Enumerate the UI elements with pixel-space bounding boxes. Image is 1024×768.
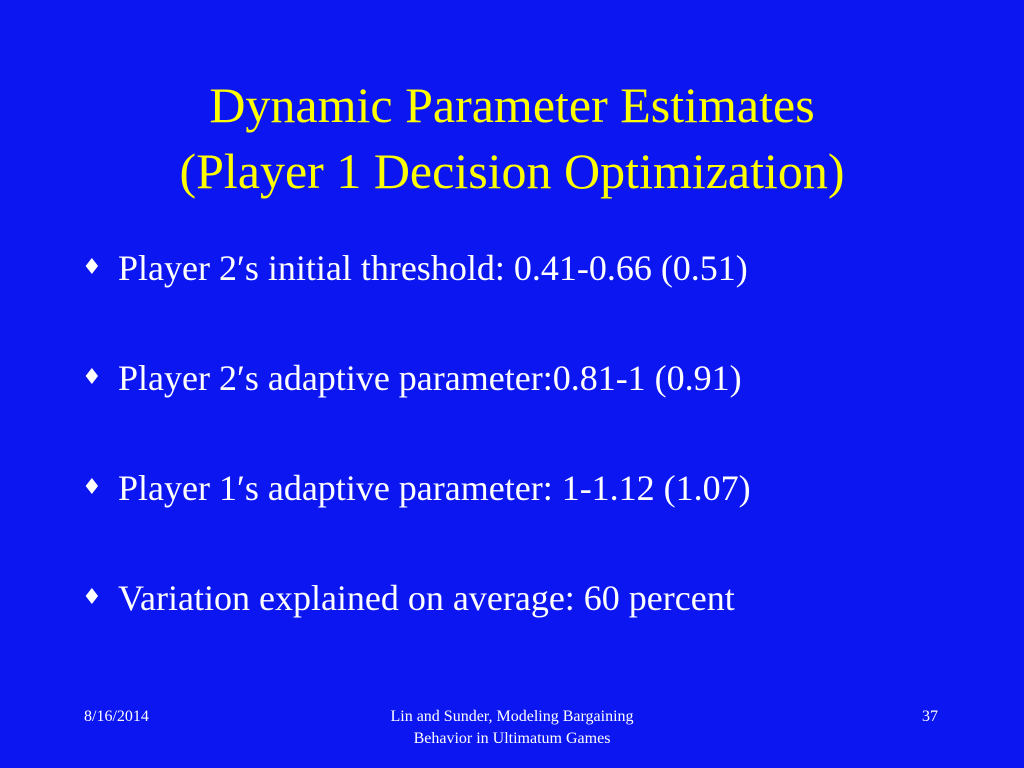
footer-citation: Lin and Sunder, Modeling Bargaining Beha…	[312, 706, 712, 750]
footer-date: 8/16/2014	[84, 708, 149, 725]
bullet-item: ♦ Player 2′s adaptive parameter:0.81-1 (…	[82, 348, 1002, 458]
diamond-bullet-icon: ♦	[82, 475, 102, 500]
bullet-text: Player 1′s adaptive parameter: 1-1.12 (1…	[118, 468, 751, 508]
bullet-list: ♦ Player 2′s initial threshold: 0.41-0.6…	[82, 238, 1002, 678]
bullet-item: ♦ Variation explained on average: 60 per…	[82, 568, 1002, 678]
bullet-item: ♦ Player 1′s adaptive parameter: 1-1.12 …	[82, 458, 1002, 568]
bullet-text: Player 2′s initial threshold: 0.41-0.66 …	[118, 248, 748, 288]
diamond-bullet-icon: ♦	[82, 585, 102, 610]
diamond-bullet-icon: ♦	[82, 365, 102, 390]
page-number: 37	[922, 708, 938, 725]
diamond-bullet-icon: ♦	[82, 255, 102, 280]
slide-title: Dynamic Parameter Estimates (Player 1 De…	[0, 72, 1024, 204]
title-line-1: Dynamic Parameter Estimates	[209, 77, 815, 133]
title-line-2: (Player 1 Decision Optimization)	[179, 143, 845, 199]
footer-citation-line-1: Lin and Sunder, Modeling Bargaining	[390, 708, 634, 725]
bullet-item: ♦ Player 2′s initial threshold: 0.41-0.6…	[82, 238, 1002, 348]
footer-citation-line-2: Behavior in Ultimatum Games	[413, 730, 611, 747]
bullet-text: Variation explained on average: 60 perce…	[118, 578, 735, 618]
bullet-text: Player 2′s adaptive parameter:0.81-1 (0.…	[118, 358, 742, 398]
